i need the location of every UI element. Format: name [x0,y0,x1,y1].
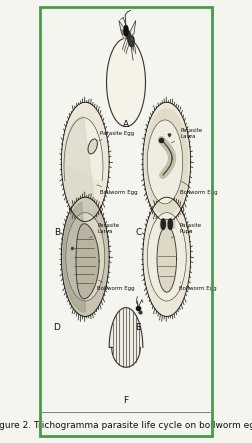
Polygon shape [63,202,85,312]
Polygon shape [143,197,191,316]
Text: Parasite
Larva: Parasite Larva [89,223,119,238]
Circle shape [168,219,172,229]
Text: Parasite Egg: Parasite Egg [99,131,135,141]
Polygon shape [61,197,109,316]
Text: Bollworm Egg: Bollworm Egg [97,280,135,291]
Text: Parasite
Larva: Parasite Larva [171,128,202,143]
Polygon shape [64,117,95,216]
Text: Bollworm Egg: Bollworm Egg [97,185,138,195]
Text: Bollworm Egg: Bollworm Egg [179,282,216,291]
Text: B: B [54,228,60,237]
Circle shape [124,25,128,36]
Text: Bollworm Egg: Bollworm Egg [180,181,218,195]
Text: C: C [135,228,142,237]
Polygon shape [157,226,176,292]
Text: E: E [136,323,141,332]
Text: Parasite
Pupa: Parasite Pupa [171,223,202,238]
Polygon shape [121,29,128,38]
Polygon shape [145,109,188,215]
Polygon shape [109,307,143,367]
Circle shape [161,219,165,229]
Text: F: F [123,396,129,405]
Polygon shape [61,102,109,222]
Polygon shape [76,224,99,299]
Text: A: A [123,120,129,129]
Polygon shape [119,20,129,37]
Text: D: D [53,323,60,332]
Polygon shape [129,36,134,47]
Polygon shape [143,102,191,222]
Text: Figure 2. Trichogramma parasite life cycle on bollworm egg: Figure 2. Trichogramma parasite life cyc… [0,421,252,430]
Ellipse shape [88,139,97,154]
Polygon shape [129,20,136,37]
Ellipse shape [127,31,131,41]
Ellipse shape [147,213,186,301]
Polygon shape [107,38,145,127]
Ellipse shape [147,120,183,204]
Ellipse shape [66,213,105,301]
Polygon shape [64,118,103,181]
